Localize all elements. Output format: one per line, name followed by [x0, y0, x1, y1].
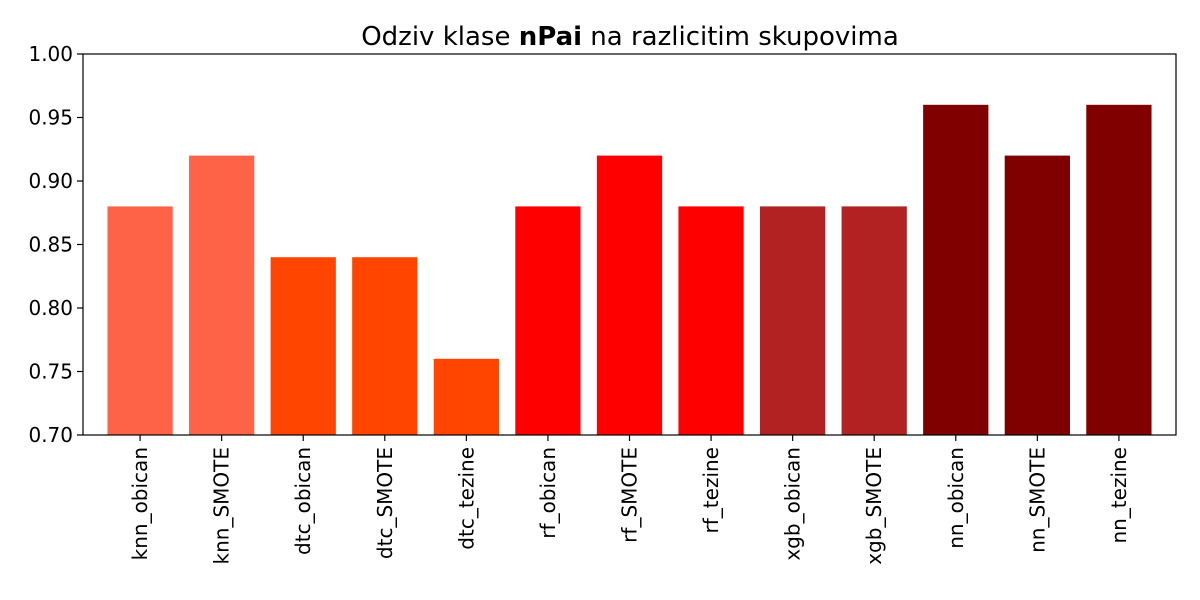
x-tick-label: nn_obican — [944, 447, 968, 549]
x-tick-label: dtc_obican — [291, 447, 315, 555]
chart-title-part-1: Odziv klase — [361, 22, 519, 52]
x-tick-label: knn_SMOTE — [210, 447, 234, 564]
y-tick-label: 1.00 — [28, 42, 73, 66]
y-tick-label: 0.85 — [28, 233, 73, 257]
chart-title-part-2: nPai — [519, 22, 582, 52]
x-tick-label: xgb_SMOTE — [862, 447, 886, 565]
x-tick-label: nn_SMOTE — [1025, 447, 1049, 553]
bar-dtc_SMOTE — [352, 257, 418, 435]
bar-rf_obican — [515, 206, 581, 435]
plot-frame — [82, 53, 1177, 436]
y-tick-label: 0.80 — [28, 296, 73, 320]
bar-nn_SMOTE — [1004, 155, 1070, 435]
bar-knn_SMOTE — [189, 155, 255, 435]
y-axis: 0.70 0.75 0.80 0.85 0.90 0.95 1.00 — [28, 42, 83, 447]
y-tick-label: 0.90 — [28, 169, 73, 193]
y-tick-label: 0.70 — [28, 423, 73, 447]
x-tick-label: nn_tezine — [1107, 447, 1131, 544]
bar-knn_obican — [107, 206, 173, 435]
bar-dtc_tezine — [433, 358, 499, 435]
bar-xgb_obican — [760, 206, 826, 435]
x-tick-label: rf_SMOTE — [618, 447, 642, 543]
bar-dtc_obican — [270, 257, 336, 435]
x-tick-label: knn_obican — [128, 447, 152, 560]
y-tick-label: 0.75 — [28, 360, 73, 384]
bar-rf_tezine — [678, 206, 744, 435]
x-tick-label: dtc_tezine — [454, 447, 478, 550]
bars-group — [107, 104, 1152, 436]
x-tick-label: rf_obican — [536, 447, 560, 539]
bar-rf_SMOTE — [596, 155, 663, 435]
chart-title-part-3: na razlicitim skupovima — [582, 22, 899, 52]
x-axis: knn_obican knn_SMOTE dtc_obican dtc_SMOTE dt… — [128, 435, 1131, 565]
x-tick-label: rf_tezine — [699, 447, 723, 533]
y-tick-label: 0.95 — [28, 106, 73, 130]
bar-xgb_SMOTE — [841, 206, 907, 435]
x-tick-label: dtc_SMOTE — [373, 447, 397, 559]
chart-title: Odziv klase nPai na razlicitim skupovima — [361, 22, 899, 52]
x-tick-label: xgb_obican — [781, 447, 805, 561]
bar-nn_obican — [923, 104, 989, 436]
bar-nn_tezine — [1086, 104, 1152, 436]
